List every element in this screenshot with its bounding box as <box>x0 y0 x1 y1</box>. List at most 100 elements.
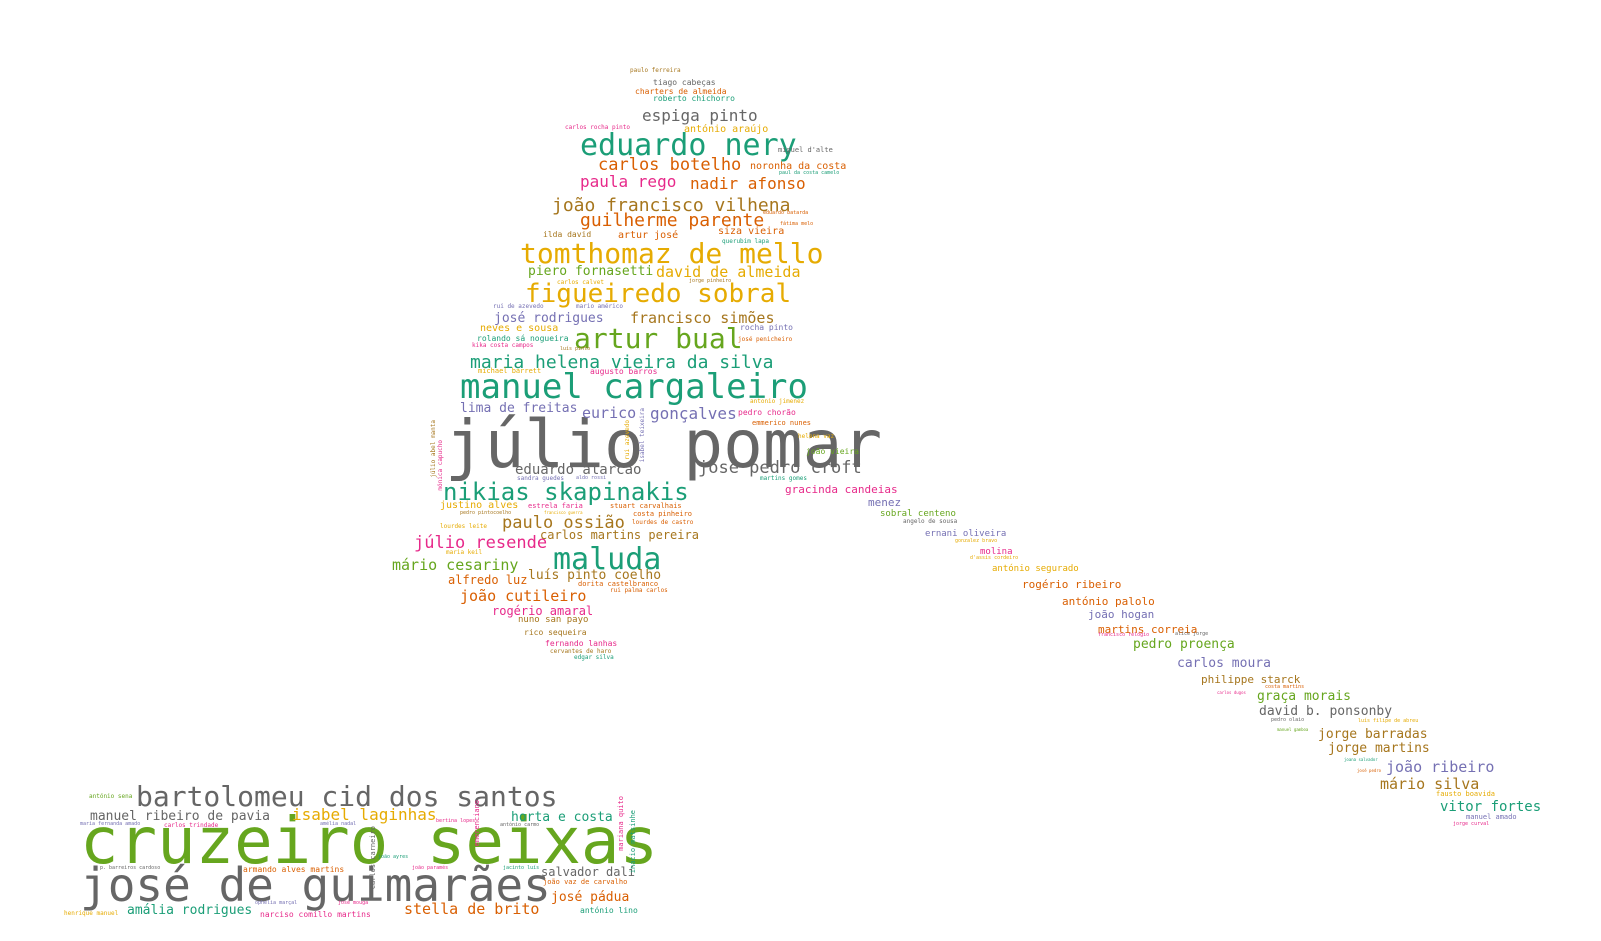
word-tomthomaz-de-mello: tomthomaz de mello <box>520 237 824 270</box>
word-eduardo-alarcao: eduardo alarcão <box>515 462 642 478</box>
word-alfredo-luz: alfredo luz <box>448 573 528 587</box>
word-artur-bual: artur bual <box>574 322 743 355</box>
word-lourdes-leite: lourdes leite <box>440 523 487 530</box>
word-ernani-oliveira: ernani oliveira <box>925 529 1007 539</box>
word-henrique-manuel: henrique manuel <box>64 910 119 917</box>
word-carlos-moura: carlos moura <box>1177 656 1271 671</box>
word-antonio-araujo: antónio araújo <box>684 124 769 135</box>
word-gracinda-candeias: gracinda candeias <box>785 483 898 496</box>
word-joao-vieira: joão vieira <box>806 447 859 456</box>
word-carlos-calvet: carlos calvet <box>557 279 604 286</box>
word-monica-capucho: mónica capucho <box>437 440 444 491</box>
word-rico-sequeira: rico sequeira <box>524 628 587 637</box>
word-antonio-carmo: antónio carmo <box>500 822 540 828</box>
word-isabel-teixeira: isabel teixeira <box>639 408 646 463</box>
word-helena-vaz: helena vaz <box>798 433 835 440</box>
word-carlos-carneiro: carlos carneiro <box>369 826 377 890</box>
word-justino-alves: justino alves <box>440 500 519 511</box>
word-jorge-barradas: jorge barradas <box>1318 727 1428 742</box>
word-jacinto-luis: jacinto luís <box>503 865 540 871</box>
word-narciso-comillo-martins: narciso comillo martins <box>260 910 371 919</box>
word-carlos-botelho: carlos botelho <box>598 155 742 175</box>
word-tiago-cabecas: tiago cabeças <box>653 78 716 87</box>
word-joao-hogan: joão hogan <box>1088 608 1155 621</box>
word-rui-de-azevedo: rui de azevedo <box>493 303 544 310</box>
word-joao-francisco-vilhena: joão francisco vilhena <box>552 195 791 216</box>
word-armando-alves-martins: armando alves martins <box>243 865 345 874</box>
word-fernando-lanhas: fernando lanhas <box>545 639 618 648</box>
word-maria-keil: maria keil <box>446 549 483 556</box>
word-julio-resende: júlio resende <box>414 533 548 553</box>
word-mario-americo: mario américo <box>576 303 623 310</box>
word-dassis-cordeiro: d'assis cordeiro <box>970 555 1019 561</box>
word-jorge-martins: jorge martins <box>1328 741 1430 756</box>
word-jose-penicheiro: josé penicheiro <box>738 336 793 343</box>
word-molina: molina <box>980 547 1013 557</box>
word-rocha-pinto: rocha pinto <box>740 323 793 332</box>
word-miguel-dalte: miguel d'alte <box>778 146 833 154</box>
word-david-de-almeida: david de almeida <box>656 263 801 281</box>
word-nikias-skapinakis: nikias skapinakis <box>443 478 689 506</box>
word-ophelia-marcal: ophelia marçal <box>255 900 298 906</box>
word-pedro-pintocoelho: pedro pintocoelho <box>460 510 512 516</box>
word-manuel-ribeiro-de-pavia: manuel ribeiro de pavia <box>90 809 271 824</box>
word-maria-helena: maria helena vieira da silva <box>470 352 774 373</box>
word-neves-e-sousa: neves e sousa <box>480 323 559 334</box>
word-mario-cesariny: mário cesariny <box>392 556 519 574</box>
word-kika-costa-campos: kika costa campos <box>472 342 534 349</box>
word-carlos-martins-pereira: carlos martins pereira <box>540 528 699 542</box>
word-maria-fernanda-amado: maria fernanda amado <box>80 821 141 827</box>
word-figueiredo-sobral: figueiredo sobral <box>525 279 792 309</box>
word-graca-morais: graça morais <box>1257 689 1351 704</box>
word-stuart-carvalhais: stuart carvalhais <box>610 502 682 510</box>
word-manuel-amado: manuel amado <box>1466 813 1517 821</box>
word-carlos-trindade: carlos trindade <box>164 822 219 829</box>
word-amalia-rodrigues: amália rodrigues <box>127 903 253 918</box>
word-emmerico-nunes: emmerico nunes <box>752 419 812 427</box>
word-pedro-olaio: pedro olaio <box>1271 717 1305 723</box>
word-eurico: eurico <box>582 404 637 422</box>
word-vitor-fortes: vitor fortes <box>1440 799 1542 815</box>
word-isabel-laginhas: isabel laginhas <box>292 805 437 824</box>
word-francisco-guerra: francisco guerra <box>544 510 583 515</box>
word-martins-gomes: martins gomes <box>760 475 807 482</box>
word-lourdes-de-castro: lourdes de castro <box>632 519 694 526</box>
word-joao-parames: joão paramés <box>412 865 449 871</box>
word-salvador-dali: salvador dalí <box>541 865 635 879</box>
word-jose-pedro-croft: josé pedro croft <box>698 458 862 478</box>
word-carlos-rocha-pinto: carlos rocha pinto <box>565 124 631 131</box>
word-fatima-melo: fátima melo <box>780 221 814 227</box>
word-eduardo-nery: eduardo nery <box>580 128 797 163</box>
word-francisco-relogio: francisco relógio <box>1098 632 1150 638</box>
word-sandra-guedes: sandra guedes <box>517 475 564 482</box>
word-antonio-palolo: antónio palolo <box>1062 595 1155 608</box>
word-paulo-ossiao: paulo ossião <box>502 513 625 533</box>
word-nadir-afonso: nadir afonso <box>690 174 806 193</box>
word-guilherme-parente: guilherme parente <box>580 210 765 231</box>
word-augusto-barros: augusto barros <box>590 367 658 376</box>
word-fausto-boavida: fausto boavida <box>1436 790 1496 798</box>
word-paulo-ferreira: paulo ferreira <box>630 67 681 74</box>
word-luis-pinto: luís pinto <box>560 346 591 352</box>
word-carlos-dugos: carlos dugos <box>1217 690 1246 695</box>
word-espiga-pinto: espiga pinto <box>642 106 758 125</box>
word-jorge-pinheiro: jorge pinheiro <box>689 278 732 284</box>
word-mariana-quito: mariana quito <box>617 796 625 851</box>
word-bertina-lopes: bertina lopes <box>436 818 476 824</box>
word-artur-jose: artur josé <box>618 230 679 241</box>
word-cervantes-de-haro: cervantes de haro <box>550 648 612 655</box>
word-edgar-silva: edgar silva <box>574 654 614 661</box>
word-angelo-de-sousa: angelo de sousa <box>903 518 958 525</box>
word-lima-de-freitas: lima de freitas <box>460 401 578 416</box>
word-jose-rodrigues: josé rodrigues <box>494 311 604 326</box>
word-francisco-simoes: francisco simões <box>630 309 775 327</box>
word-michael-barrett: michael barrett <box>478 367 542 375</box>
word-martins-correia: martins correia <box>1098 623 1198 636</box>
word-eduardo-batarda: eduardo batarda <box>763 210 809 216</box>
word-jorge-curval: jorge curval <box>1453 821 1490 827</box>
word-rogerio-amaral: rogério amaral <box>492 604 594 618</box>
word-siza-vieira: siza vieira <box>718 226 785 237</box>
word-antonio-segurado: antónio segurado <box>992 564 1079 574</box>
word-rui-azevedo: rui azevedo <box>624 420 631 460</box>
word-querubim-lapa: querubim lapa <box>722 238 769 245</box>
